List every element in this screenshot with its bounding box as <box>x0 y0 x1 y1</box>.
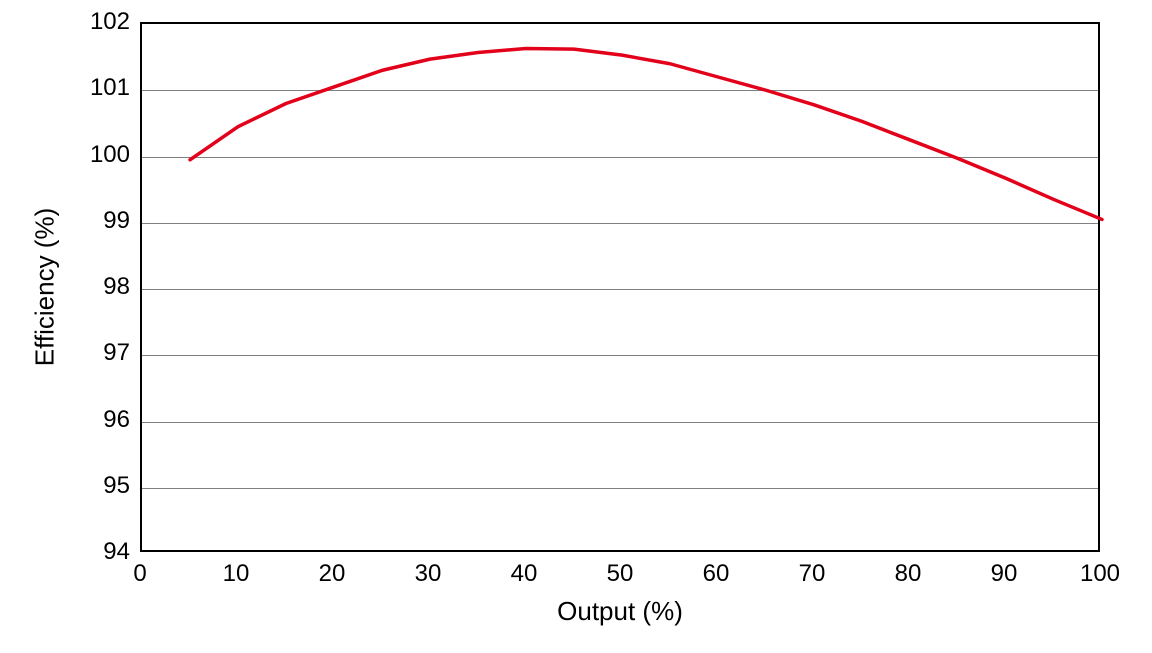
x-tick-label: 100 <box>1070 560 1130 588</box>
y-tick-label: 95 <box>50 472 130 500</box>
y-tick-label: 100 <box>50 141 130 169</box>
y-tick-label: 96 <box>50 406 130 434</box>
series-layer <box>142 24 1102 554</box>
series-line-efficiency <box>190 49 1102 220</box>
x-tick-label: 50 <box>590 560 650 588</box>
x-tick-label: 20 <box>302 560 362 588</box>
x-tick-label: 0 <box>110 560 170 588</box>
efficiency-chart: 949596979899100101102 010203040506070809… <box>0 0 1152 653</box>
x-tick-label: 40 <box>494 560 554 588</box>
x-tick-label: 90 <box>974 560 1034 588</box>
y-tick-label: 99 <box>50 207 130 235</box>
x-axis-label: Output (%) <box>557 596 683 627</box>
y-tick-label: 97 <box>50 339 130 367</box>
x-tick-label: 60 <box>686 560 746 588</box>
x-tick-label: 30 <box>398 560 458 588</box>
plot-area <box>140 22 1100 552</box>
x-tick-label: 80 <box>878 560 938 588</box>
x-tick-label: 10 <box>206 560 266 588</box>
y-tick-label: 102 <box>50 8 130 36</box>
y-axis-label: Efficiency (%) <box>30 208 61 366</box>
y-tick-label: 101 <box>50 74 130 102</box>
x-tick-label: 70 <box>782 560 842 588</box>
y-tick-label: 98 <box>50 273 130 301</box>
